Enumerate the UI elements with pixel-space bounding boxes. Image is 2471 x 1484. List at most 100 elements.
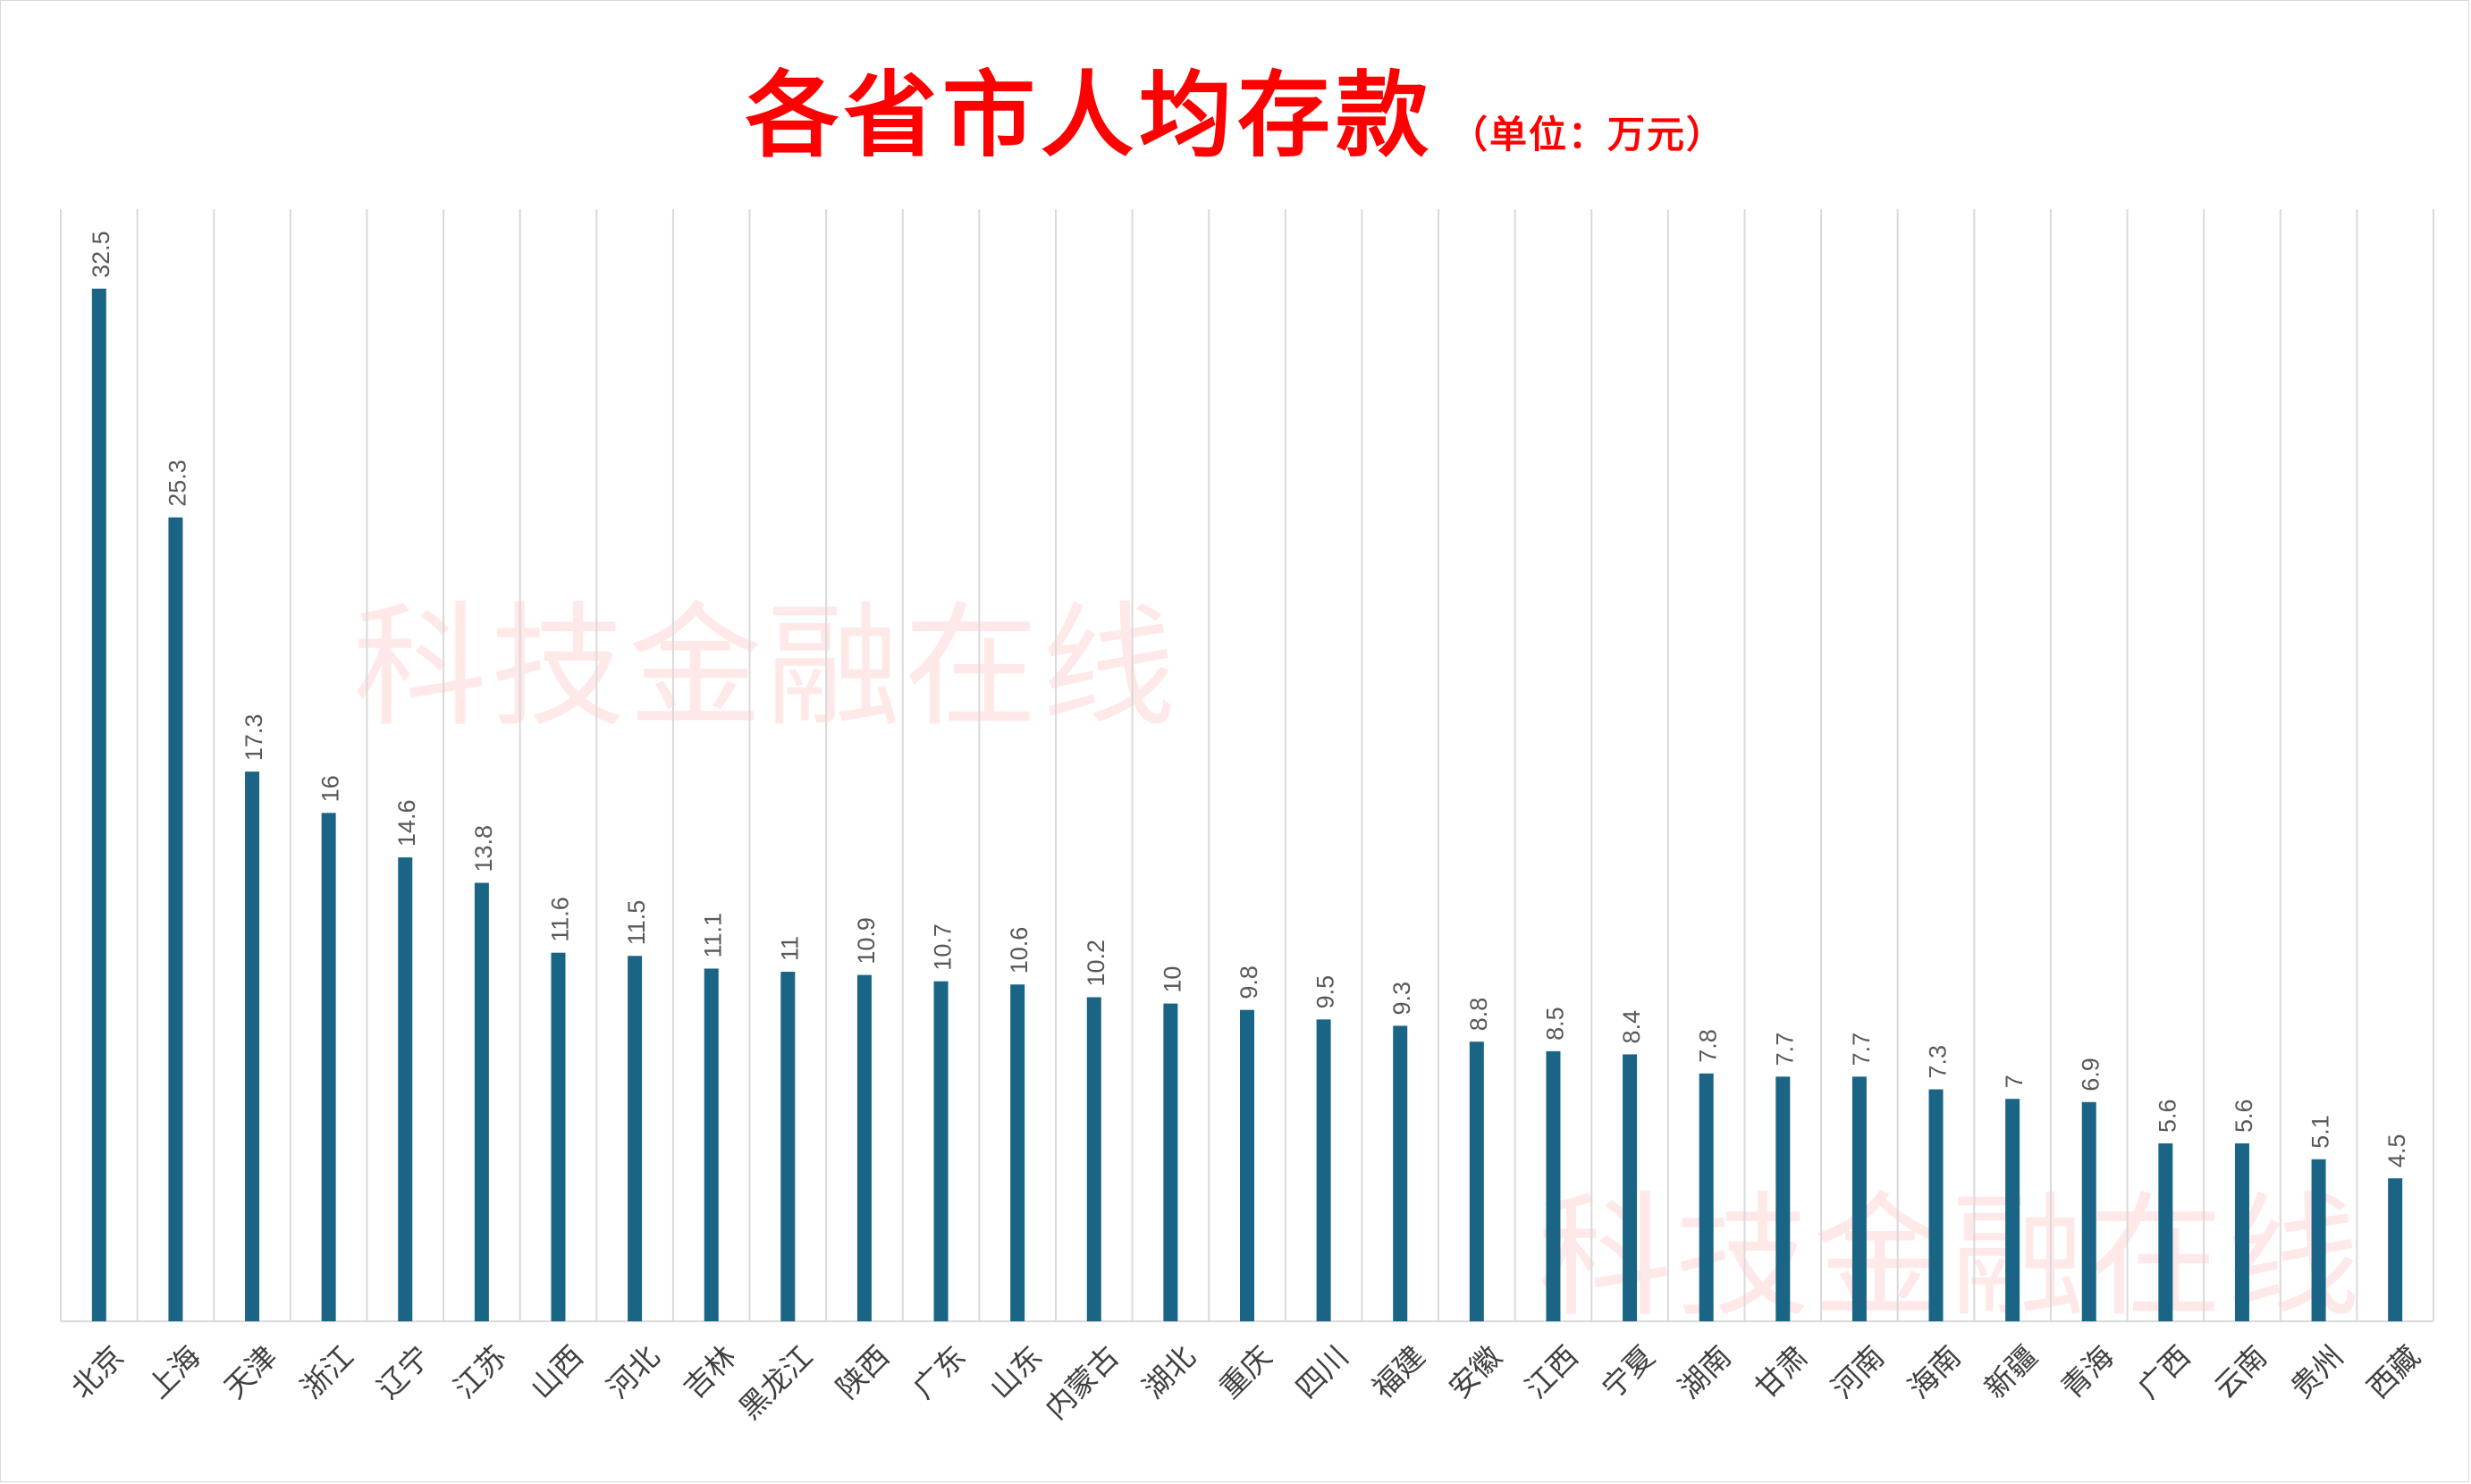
bar [2158,1143,2173,1321]
tick-label: 福建 [1365,1339,1431,1405]
data-label: 7.3 [1925,1045,1952,1079]
data-label: 16 [317,775,344,802]
data-label: 32.5 [88,231,114,278]
bar [398,857,413,1321]
tick-label: 云南 [2207,1339,2273,1405]
data-label: 10 [1159,966,1185,993]
tick-label: 湖南 [1672,1339,1738,1405]
tick-label: 四川 [1289,1339,1355,1405]
data-label: 25.3 [164,460,190,507]
bar [1086,997,1101,1321]
data-label: 10.7 [930,923,957,971]
data-label: 9.5 [1312,975,1339,1009]
bar [551,952,566,1321]
tick-label: 江苏 [447,1339,513,1405]
data-label: 14.6 [393,800,420,847]
chart-subtitle: （单位：万元） [1450,113,1726,156]
bar [856,974,872,1321]
tick-label: 河北 [600,1339,666,1405]
data-label: 7.8 [1695,1029,1722,1063]
bar [1546,1050,1561,1321]
data-label: 5.6 [2231,1099,2257,1133]
bar [2234,1143,2249,1321]
data-label: 11.1 [700,913,727,958]
tick-label: 上海 [140,1339,207,1405]
data-label: 17.3 [240,714,267,762]
data-label: 8.4 [1618,1010,1645,1044]
data-label: 4.5 [2383,1134,2410,1168]
bar [1623,1054,1638,1321]
data-label: 8.8 [1465,998,1492,1032]
data-label: 7.7 [1771,1033,1798,1067]
tick-label: 黑龙江 [732,1339,820,1427]
bar [704,968,719,1321]
tick-label: 青海 [2054,1339,2121,1405]
bar [933,981,949,1321]
tick-label: 广西 [2130,1339,2197,1405]
tick-label: 辽宁 [370,1339,436,1405]
bar [2005,1099,2020,1321]
bar [1699,1073,1714,1321]
bar [1851,1076,1867,1321]
tick-label: 湖北 [1135,1339,1202,1405]
tick-label: 江西 [1518,1339,1584,1405]
tick-label: 陕西 [830,1339,896,1405]
bar [245,772,260,1321]
bar [1316,1019,1331,1321]
bar [1240,1009,1254,1321]
tick-label: 重庆 [1212,1339,1278,1405]
data-label: 11.6 [546,897,573,942]
data-label: 9.8 [1236,965,1262,999]
tick-label: 内蒙古 [1038,1339,1126,1427]
bar [1163,1003,1178,1321]
tick-label: 贵州 [2284,1339,2350,1405]
data-label: 10.9 [853,917,880,965]
tick-label: 海南 [1901,1339,1967,1405]
bar [1469,1041,1484,1321]
tick-label: 山东 [982,1339,1049,1405]
tick-label: 浙江 [294,1339,360,1405]
data-label: 8.5 [1541,1007,1568,1041]
data-label: 7.7 [1848,1033,1875,1067]
tick-label: 天津 [217,1339,283,1405]
bar [1775,1076,1791,1321]
data-label: 9.3 [1388,982,1415,1016]
bar [2081,1101,2096,1321]
bar [1393,1025,1408,1321]
bar [321,813,336,1321]
data-label: 7 [2001,1075,2028,1088]
data-label: 11.5 [623,900,650,946]
bar [91,288,106,1321]
tick-label: 宁夏 [1595,1339,1661,1405]
bar [780,972,796,1321]
bar [2388,1178,2403,1321]
data-label: 13.8 [470,825,497,873]
data-label: 10.6 [1006,927,1033,974]
bar [2311,1159,2326,1321]
data-label: 10.2 [1083,940,1109,987]
bar [168,517,183,1321]
chart-title: 各省市人均存款 [745,61,1434,170]
tick-label: 安徽 [1442,1339,1508,1405]
watermark: 科技金融在线 [353,590,1180,746]
tick-label: 山西 [523,1339,589,1405]
tick-label: 广东 [906,1339,972,1405]
tick-label: 吉林 [677,1339,743,1405]
data-label: 6.9 [2078,1058,2104,1092]
bar [1928,1089,1944,1321]
bar [1010,984,1025,1321]
title-area: 各省市人均存款 （单位：万元） [0,39,2471,174]
bar [628,956,643,1321]
bar [474,882,489,1321]
tick-label: 北京 [64,1339,131,1405]
tick-label: 西藏 [2360,1339,2426,1405]
data-label: 5.6 [2154,1099,2180,1133]
watermark: 科技金融在线 [1538,1180,2365,1336]
tick-label: 河南 [1825,1339,1891,1405]
tick-label: 新疆 [1978,1339,2044,1405]
tick-label: 甘肃 [1748,1339,1814,1405]
data-label: 5.1 [2307,1115,2334,1149]
data-label: 11 [776,936,803,961]
